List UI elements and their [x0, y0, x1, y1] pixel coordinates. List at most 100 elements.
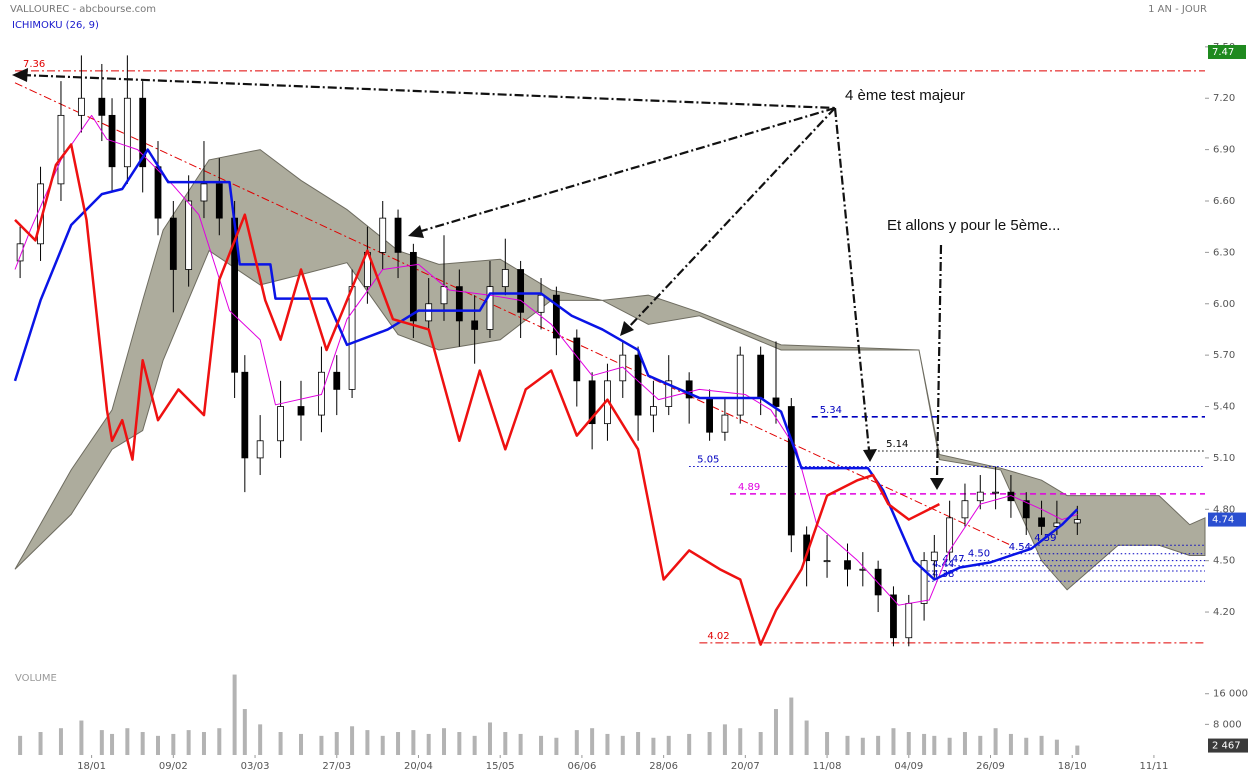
level-label: 4.89: [738, 482, 760, 493]
x-tick-label: 11/11: [1140, 761, 1169, 772]
volume-bar: [411, 730, 416, 755]
candle-body: [154, 166, 162, 219]
x-tick-label: 26/09: [976, 761, 1005, 772]
candle-body: [665, 380, 673, 407]
y-tick-label: 6.30: [1213, 247, 1235, 258]
candle-body: [946, 517, 954, 553]
volume-bar: [962, 732, 967, 755]
volume-bar: [574, 730, 579, 755]
candle-body: [77, 97, 85, 116]
volume-bar: [319, 735, 324, 755]
volume-bar: [299, 733, 304, 755]
level-label: 4.44: [932, 559, 954, 570]
candle-body: [787, 406, 795, 536]
volume-bar: [1024, 737, 1029, 755]
candle-body: [123, 97, 131, 168]
candle-body: [486, 286, 494, 330]
candle-body: [706, 397, 713, 433]
volume-bar: [773, 709, 778, 755]
y-tick-label: 4.20: [1213, 607, 1235, 618]
arrow: [833, 107, 871, 451]
candle-body: [200, 183, 208, 202]
candle-body: [139, 97, 147, 168]
volume-bar: [217, 728, 222, 755]
candle-body: [874, 568, 882, 596]
candle-body: [297, 406, 305, 416]
candle-body: [57, 114, 65, 185]
volume-bar: [651, 737, 656, 755]
candle-body: [685, 380, 693, 399]
volume-bar: [18, 735, 23, 755]
level-label: 5.34: [820, 405, 842, 416]
volume-bar: [738, 728, 743, 755]
candle-body: [844, 560, 851, 570]
arrow: [417, 106, 836, 234]
candle-body: [241, 371, 249, 459]
y-tick-label: 4.80: [1213, 504, 1235, 515]
volume-bar: [1039, 735, 1044, 755]
candle-body: [588, 380, 596, 425]
level-label: 5.14: [886, 439, 908, 450]
volume-bar: [860, 737, 865, 755]
x-tick-label: 27/03: [322, 761, 351, 772]
candle-body: [976, 491, 984, 502]
candle-body: [425, 303, 433, 322]
candle-body: [772, 397, 780, 407]
volume-bar: [171, 733, 176, 755]
x-tick-label: 06/06: [567, 761, 596, 772]
volume-bar: [487, 722, 492, 755]
candle-body: [455, 286, 463, 322]
volume-bar: [891, 728, 896, 755]
y-tick-label: 6.60: [1213, 196, 1235, 207]
candle-body: [930, 551, 938, 562]
annotation-arrows: [12, 68, 944, 490]
volume-bar: [472, 735, 477, 755]
candle-body: [721, 414, 729, 433]
candle-body: [379, 217, 387, 253]
x-tick-label: 28/06: [649, 761, 678, 772]
volume-bar: [620, 735, 625, 755]
indicator-label: ICHIMOKU (26, 9): [12, 20, 99, 31]
volume-bar: [554, 737, 559, 755]
y-tick-label: 5.70: [1213, 350, 1235, 361]
volume-label: VOLUME: [15, 673, 57, 684]
volume-bar: [789, 697, 794, 755]
candle-body: [517, 269, 525, 313]
level-label: 4.02: [707, 631, 729, 642]
volume-bar: [1008, 733, 1013, 755]
level-label: 7.36: [23, 59, 45, 70]
x-tick-label: 20/07: [731, 761, 760, 772]
volume-bar: [278, 732, 283, 755]
candle-body: [634, 354, 642, 416]
price-tag-label: 4.74: [1212, 515, 1234, 526]
annotation: Et allons y pour le 5ème...: [887, 217, 1060, 234]
candle-body: [1053, 522, 1061, 527]
y-tick-label: 6.00: [1213, 299, 1235, 310]
volume-bar: [825, 732, 830, 755]
candle-body: [501, 269, 509, 288]
volume-bar: [125, 728, 130, 755]
candle-body: [98, 97, 106, 116]
candle-body: [185, 200, 193, 270]
candle-body: [256, 440, 264, 459]
level-label: 4.50: [968, 549, 990, 560]
volume-bar: [590, 728, 595, 755]
arrow-head: [930, 478, 944, 490]
candle-body: [823, 560, 831, 563]
volume-bar: [922, 733, 927, 755]
level-label: 4.54: [1009, 542, 1031, 553]
candle-body: [961, 500, 969, 519]
x-tick-label: 20/04: [404, 761, 433, 772]
volume-bar: [186, 730, 191, 755]
arrow: [627, 107, 836, 329]
level-label: 4.47: [942, 554, 964, 565]
volume-bar: [932, 735, 937, 755]
volume-bar: [58, 728, 63, 755]
volume-bar: [396, 732, 401, 755]
volume-tag-label: 2 467: [1212, 741, 1241, 752]
volume-bar: [350, 726, 355, 755]
price-tag-label: 7.47: [1212, 47, 1234, 58]
candle-body: [905, 603, 913, 639]
plot-layer: 7.507.206.906.606.306.005.705.405.104.80…: [13, 42, 1248, 772]
